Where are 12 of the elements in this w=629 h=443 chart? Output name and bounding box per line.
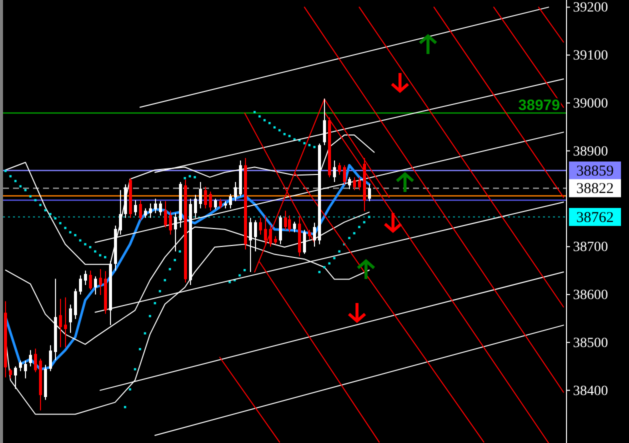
ref-line-label: 38762 [576,210,614,226]
y-tick-label: 38400 [573,384,608,399]
y-tick-label: 39100 [573,48,608,64]
y-tick-label: 38500 [573,336,608,351]
ref-line-label: 38822 [576,181,614,198]
y-tick-label: 38700 [573,240,608,256]
y-tick-label: 38900 [573,144,608,160]
y-tick-label: 39000 [573,96,608,112]
ref-line-label: 38859 [576,163,614,180]
y-tick-label: 38600 [573,288,608,304]
annotation: 38979 [518,97,560,114]
y-tick-label: 39200 [573,0,608,16]
